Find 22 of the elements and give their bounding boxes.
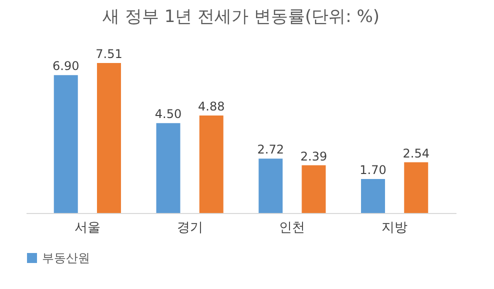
- data-label: 2.39: [300, 149, 328, 164]
- data-label: 4.50: [154, 107, 182, 122]
- x-tick-label: 경기: [176, 220, 203, 236]
- bar: [156, 123, 180, 213]
- bar: [96, 63, 121, 213]
- bar: [258, 158, 283, 213]
- bar: [361, 179, 386, 213]
- data-label: 7.51: [96, 47, 122, 61]
- data-label: 1.70: [360, 163, 386, 178]
- data-label: 2.54: [402, 146, 430, 160]
- x-tick-label: 인천: [279, 220, 306, 236]
- legend-label: 부동산원: [42, 251, 90, 265]
- x-tick-label: 서울: [74, 220, 100, 236]
- data-label: 6.90: [52, 59, 80, 74]
- bar: [302, 165, 326, 213]
- data-label: 4.88: [198, 100, 225, 114]
- bar: [404, 162, 428, 213]
- x-tick-label: 지방: [382, 220, 408, 236]
- bar: [199, 116, 224, 213]
- data-label: 2.72: [257, 142, 284, 157]
- chart-title: 새 정부 1년 전세가 변동률(단위: %): [102, 7, 380, 27]
- bar: [54, 75, 78, 213]
